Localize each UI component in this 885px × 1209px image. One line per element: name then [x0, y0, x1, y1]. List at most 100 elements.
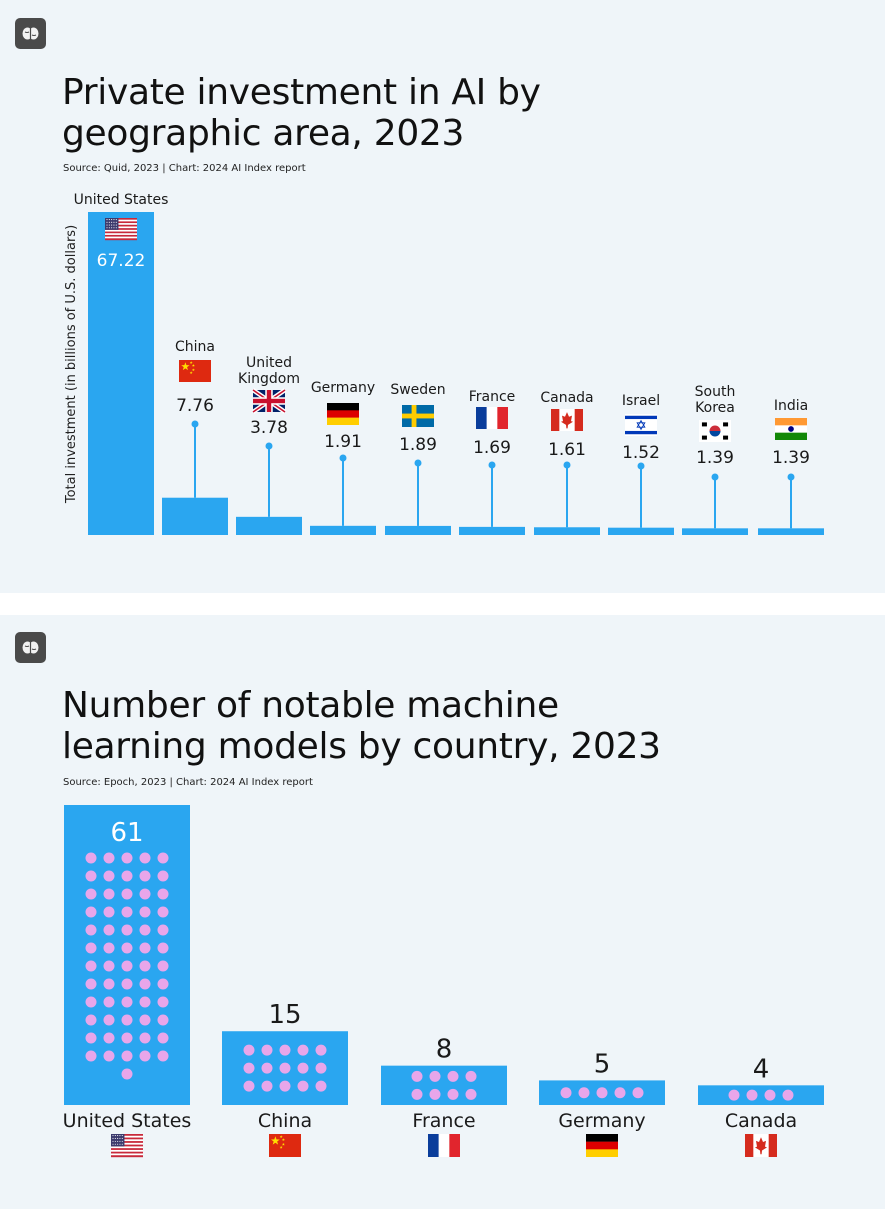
data-label: 5 [594, 1049, 611, 1079]
model-dot [121, 996, 133, 1008]
model-dot [121, 852, 133, 864]
chart-source: Source: Epoch, 2023 | Chart: 2024 AI Ind… [63, 777, 313, 788]
bar-kr [682, 528, 748, 535]
flag-cn-icon [269, 1134, 301, 1157]
model-dot [429, 1070, 441, 1082]
leader-dot [265, 442, 273, 450]
model-dot [121, 978, 133, 990]
flag-se-icon [402, 405, 434, 427]
flag-cn-icon [179, 360, 211, 382]
model-dot [103, 996, 115, 1008]
model-dot [157, 942, 169, 954]
model-dot [297, 1080, 309, 1092]
model-dot [315, 1044, 327, 1056]
model-dot [578, 1087, 590, 1099]
model-dot [614, 1087, 626, 1099]
model-dot [121, 888, 133, 900]
model-dot [103, 870, 115, 882]
model-dot [139, 960, 151, 972]
category-label: China [175, 339, 215, 355]
model-dot [261, 1044, 273, 1056]
model-dot [560, 1087, 572, 1099]
category-label: South [695, 384, 736, 400]
bar-us [88, 212, 154, 535]
model-dot [243, 1062, 255, 1074]
model-dot [157, 1014, 169, 1026]
model-dot [103, 1032, 115, 1044]
bar-fr [459, 526, 525, 535]
bar-il [608, 527, 674, 535]
model-dot [85, 1032, 97, 1044]
leader-dot [414, 459, 422, 467]
bar-ca [534, 527, 600, 535]
leader-dot [339, 454, 347, 462]
model-dot [297, 1062, 309, 1074]
investment-bar-chart: Total investment (in billions of U.S. do… [64, 192, 824, 535]
investment-chart-panel: Private investment in AI by geographic a… [0, 0, 885, 593]
model-dot [465, 1070, 477, 1082]
category-label: United States [63, 1110, 192, 1132]
model-dot [85, 924, 97, 936]
category-label: Korea [695, 400, 735, 416]
bar-in [758, 528, 824, 535]
data-label: 4 [753, 1054, 770, 1084]
model-dot [103, 906, 115, 918]
model-dot [85, 978, 97, 990]
model-dot [279, 1044, 291, 1056]
model-dot [157, 1050, 169, 1062]
category-label: Canada [725, 1110, 797, 1132]
category-label: India [774, 398, 808, 414]
bar-se [385, 525, 451, 535]
leader-dot [563, 461, 571, 469]
leader-dot [787, 473, 795, 481]
flag-in-icon [775, 418, 807, 440]
data-label: 1.61 [548, 440, 586, 460]
flag-fr-icon [428, 1134, 460, 1157]
category-label: Canada [540, 390, 593, 406]
chart-source: Source: Quid, 2023 | Chart: 2024 AI Inde… [63, 163, 306, 174]
model-dot [315, 1080, 327, 1092]
model-dot [447, 1070, 459, 1082]
data-label: 7.76 [176, 396, 214, 416]
model-dot [746, 1089, 758, 1101]
model-dot [157, 978, 169, 990]
brain-icon [15, 632, 46, 663]
bar-fr [381, 1065, 507, 1105]
model-dot [411, 1070, 423, 1082]
flag-il-icon [625, 414, 657, 436]
models-bar-chart: 61 United States 15 China 8 France 5 Germany 4 Ca… [63, 805, 824, 1158]
model-dot [411, 1088, 423, 1100]
flag-de-icon [327, 403, 359, 425]
data-label: 3.78 [250, 418, 288, 438]
category-label: France [412, 1110, 475, 1132]
model-dot [261, 1080, 273, 1092]
model-dot [596, 1087, 608, 1099]
flag-ca-icon [745, 1134, 777, 1157]
model-dot [121, 942, 133, 954]
model-dot [139, 870, 151, 882]
data-label: 1.69 [473, 438, 511, 458]
data-label: 1.52 [622, 443, 660, 463]
model-dot [279, 1062, 291, 1074]
model-dot [139, 942, 151, 954]
model-dot [728, 1089, 740, 1101]
model-dot [85, 1014, 97, 1026]
model-dot [103, 852, 115, 864]
category-label: China [258, 1110, 312, 1132]
model-dot [157, 924, 169, 936]
data-label: 1.89 [399, 435, 437, 455]
models-chart-panel: Number of notable machine learning model… [0, 615, 885, 1209]
model-dot [157, 852, 169, 864]
flag-ca-icon [551, 409, 583, 431]
model-dot [243, 1044, 255, 1056]
leader-dot [488, 461, 496, 469]
model-dot [85, 888, 97, 900]
bar-gb [236, 516, 302, 535]
model-dot [139, 996, 151, 1008]
model-dot [85, 870, 97, 882]
model-dot [103, 960, 115, 972]
model-dot [121, 1050, 133, 1062]
category-label: Kingdom [238, 371, 300, 387]
model-dot [121, 1014, 133, 1026]
flag-us-icon [111, 1134, 143, 1158]
